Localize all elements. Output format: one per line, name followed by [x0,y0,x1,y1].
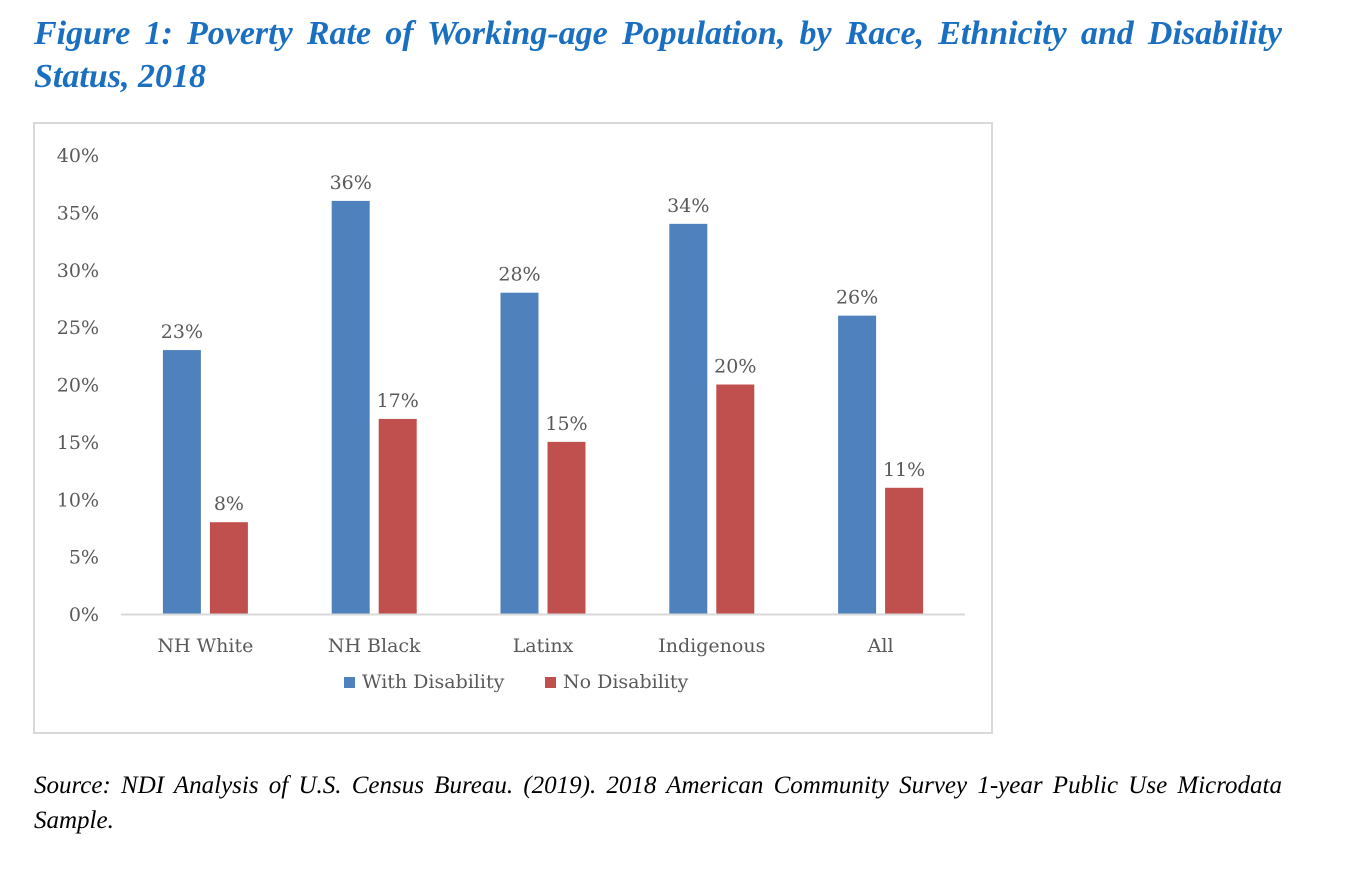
y-tick-label: 0% [69,604,99,626]
data-label: 17% [377,390,419,412]
bar-with-disability [838,315,877,614]
legend-label: With Disability [362,671,505,693]
bars [162,200,924,614]
y-tick-label: 15% [57,432,99,454]
data-label: 8% [214,493,244,515]
source-note: Source: NDI Analysis of U.S. Census Bure… [34,772,1282,834]
bar-no-disability [885,487,924,614]
bar-no-disability [209,522,248,614]
y-axis: 0% 5% 10% 15% 20% 25% 30% 35% 40% [57,145,99,626]
figure-title: Figure 1: Poverty Rate of Working-age Po… [34,15,1282,95]
y-tick-label: 25% [57,317,99,339]
y-tick-label: 35% [57,202,99,224]
bar-with-disability [331,200,370,614]
legend-swatch [545,677,556,688]
x-axis: NH White NH Black Latinx Indigenous All [157,635,893,657]
bar-chart: 0% 5% 10% 15% 20% 25% 30% 35% 40% 23% 8% 36% 17% 28%… [57,145,965,693]
y-tick-label: 40% [57,145,99,167]
data-label: 11% [883,459,925,481]
category-label: All [867,635,894,657]
category-label: NH White [157,635,253,657]
category-label: NH Black [328,635,421,657]
data-label: 15% [545,413,587,435]
category-label: Indigenous [658,635,765,657]
data-label: 28% [498,264,540,286]
data-label: 23% [161,321,203,343]
bar-with-disability [162,350,201,614]
legend-label: No Disability [563,671,689,693]
y-tick-label: 20% [57,375,99,397]
y-tick-label: 5% [69,547,99,569]
bar-with-disability [669,223,708,614]
y-tick-label: 30% [57,260,99,282]
bar-no-disability [547,441,586,614]
data-label: 34% [667,195,709,217]
bar-no-disability [378,418,417,614]
chart-frame: 0% 5% 10% 15% 20% 25% 30% 35% 40% 23% 8% 36% 17% 28%… [33,122,993,734]
data-label: 26% [836,287,878,309]
data-label: 20% [714,356,756,378]
legend: With Disability No Disability [344,671,689,693]
bar-with-disability [500,292,539,614]
bar-no-disability [716,384,755,614]
legend-swatch [344,677,355,688]
y-tick-label: 10% [57,489,99,511]
category-label: Latinx [513,635,574,657]
data-label: 36% [330,172,372,194]
data-labels: 23% 8% 36% 17% 28% 15% 34% 20% 26% 11% [161,172,925,515]
